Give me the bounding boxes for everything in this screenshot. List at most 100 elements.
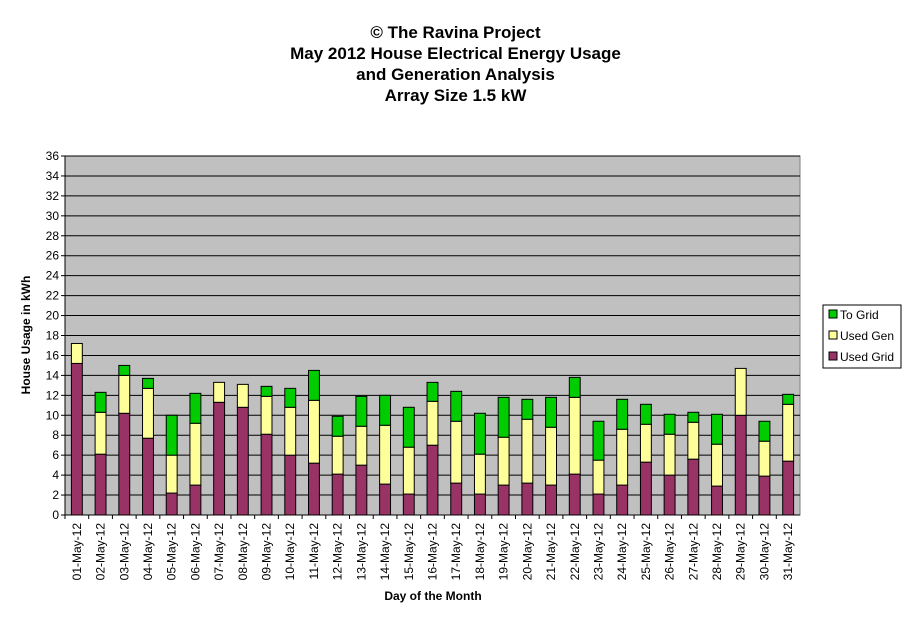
bar-segment-used-grid (165, 492, 178, 516)
bar-segment-used-grid (497, 484, 510, 516)
bar-segment-used-grid (260, 433, 273, 516)
y-tick-label: 28 (46, 229, 60, 243)
x-tick-label: 22-May-12 (568, 523, 582, 581)
bar-segment-used-grid (70, 362, 83, 516)
bar-segment-used-gen (142, 387, 154, 439)
bar-segment-used-gen (260, 395, 273, 435)
legend-swatch-to-grid (828, 309, 838, 319)
x-tick-label: 30-May-12 (757, 523, 771, 581)
bar-segment-used-grid (734, 414, 747, 516)
bar-segment-used-grid (426, 444, 439, 516)
chart-title: © The Ravina Project May 2012 House Elec… (0, 22, 911, 106)
y-tick-label: 36 (46, 149, 60, 163)
x-tick-label: 17-May-12 (449, 523, 463, 581)
y-tick-label: 32 (46, 189, 60, 203)
bar-segment-to-grid (402, 406, 415, 448)
bar-segment-to-grid (663, 413, 676, 435)
bar-segment-to-grid (545, 396, 558, 428)
x-tick-label: 04-May-12 (141, 523, 155, 581)
bar-segment-used-gen (402, 446, 415, 495)
bar-segment-used-grid (521, 482, 534, 516)
bar-segment-used-gen (450, 420, 463, 484)
x-tick-label: 24-May-12 (615, 523, 629, 581)
bar-segment-used-gen (379, 424, 392, 485)
bar-segment-used-grid (331, 473, 344, 516)
y-tick-label: 4 (52, 468, 59, 482)
x-axis-title: Day of the Month (384, 589, 481, 603)
bar-segment-to-grid (687, 411, 700, 423)
bar-segment-used-gen (94, 411, 107, 455)
bar-segment-used-grid (307, 462, 320, 516)
y-tick-label: 18 (46, 329, 60, 343)
x-tick-label: 05-May-12 (165, 523, 179, 581)
x-tick-label: 15-May-12 (402, 523, 416, 581)
x-tick-label: 01-May-12 (70, 523, 84, 581)
bar-segment-to-grid (165, 414, 178, 456)
x-tick-label: 12-May-12 (331, 523, 345, 581)
bar-segment-used-grid (142, 437, 154, 516)
bar-segment-used-gen (236, 383, 249, 408)
chart-title-line-3: and Generation Analysis (356, 65, 555, 84)
y-axis-title: House Usage in kWh (19, 276, 33, 395)
x-tick-label: 31-May-12 (781, 523, 795, 581)
bar-segment-used-grid (782, 460, 795, 516)
bar-segment-used-gen (545, 426, 558, 486)
y-tick-label: 6 (52, 448, 59, 462)
x-tick-label: 29-May-12 (734, 523, 748, 581)
bar-segment-used-gen (307, 399, 320, 464)
bar-segment-used-gen (497, 436, 510, 486)
bars (70, 342, 795, 516)
bar-segment-used-grid (189, 484, 202, 516)
bar-segment-to-grid (331, 415, 344, 437)
bar-segment-used-grid (402, 493, 415, 516)
y-tick-label: 12 (46, 388, 60, 402)
bar-segment-to-grid (758, 420, 771, 442)
bar-segment-to-grid (118, 364, 131, 376)
bar-segment-used-gen (426, 400, 439, 446)
legend-label-used-grid: Used Grid (840, 350, 894, 364)
bar-segment-used-gen (473, 453, 486, 495)
bar-segment-used-grid (284, 454, 297, 516)
x-tick-label: 10-May-12 (283, 523, 297, 581)
y-tick-label: 30 (46, 209, 60, 223)
bar-segment-to-grid (497, 396, 510, 438)
bar-segment-used-grid (473, 493, 486, 516)
x-tick-label: 08-May-12 (236, 523, 250, 581)
x-tick-label: 23-May-12 (591, 523, 605, 581)
bar-segment-used-grid (118, 412, 131, 516)
y-tick-label: 14 (46, 368, 60, 382)
bar-segment-used-grid (450, 482, 463, 516)
bar-segment-used-grid (639, 461, 652, 516)
bar-segment-to-grid (521, 398, 534, 420)
legend-label-to-grid: To Grid (840, 308, 879, 322)
chart-title-line-2: May 2012 House Electrical Energy Usage (290, 44, 621, 63)
bar-segment-used-gen (70, 342, 83, 364)
bar-segment-used-grid (94, 453, 107, 516)
bar-segment-used-grid (592, 493, 605, 516)
x-tick-label: 13-May-12 (354, 523, 368, 581)
bar-segment-used-gen (165, 454, 178, 494)
x-tick-label: 21-May-12 (544, 523, 558, 581)
bar-segment-to-grid (711, 413, 723, 445)
y-tick-label: 20 (46, 309, 60, 323)
bar-segment-used-grid (236, 406, 249, 516)
bar-segment-used-gen (663, 433, 676, 476)
bar-segment-used-grid (663, 474, 676, 516)
bar-segment-used-gen (521, 418, 534, 484)
y-tick-label: 24 (46, 269, 60, 283)
bar-segment-to-grid (450, 390, 463, 422)
x-tick-label: 14-May-12 (378, 523, 392, 581)
x-tick-label: 03-May-12 (117, 523, 131, 581)
bar-segment-used-gen (616, 428, 629, 486)
bar-segment-to-grid (355, 395, 368, 427)
bar-segment-used-grid (379, 483, 392, 516)
x-tick-label: 20-May-12 (520, 523, 534, 581)
bar-segment-to-grid (379, 394, 392, 426)
x-tick-label: 28-May-12 (710, 523, 724, 581)
bar-segment-to-grid (473, 412, 486, 455)
y-tick-label: 0 (52, 508, 59, 522)
y-tick-label: 16 (46, 348, 60, 362)
y-tick-label: 10 (46, 408, 60, 422)
x-tick-label: 11-May-12 (307, 523, 321, 580)
